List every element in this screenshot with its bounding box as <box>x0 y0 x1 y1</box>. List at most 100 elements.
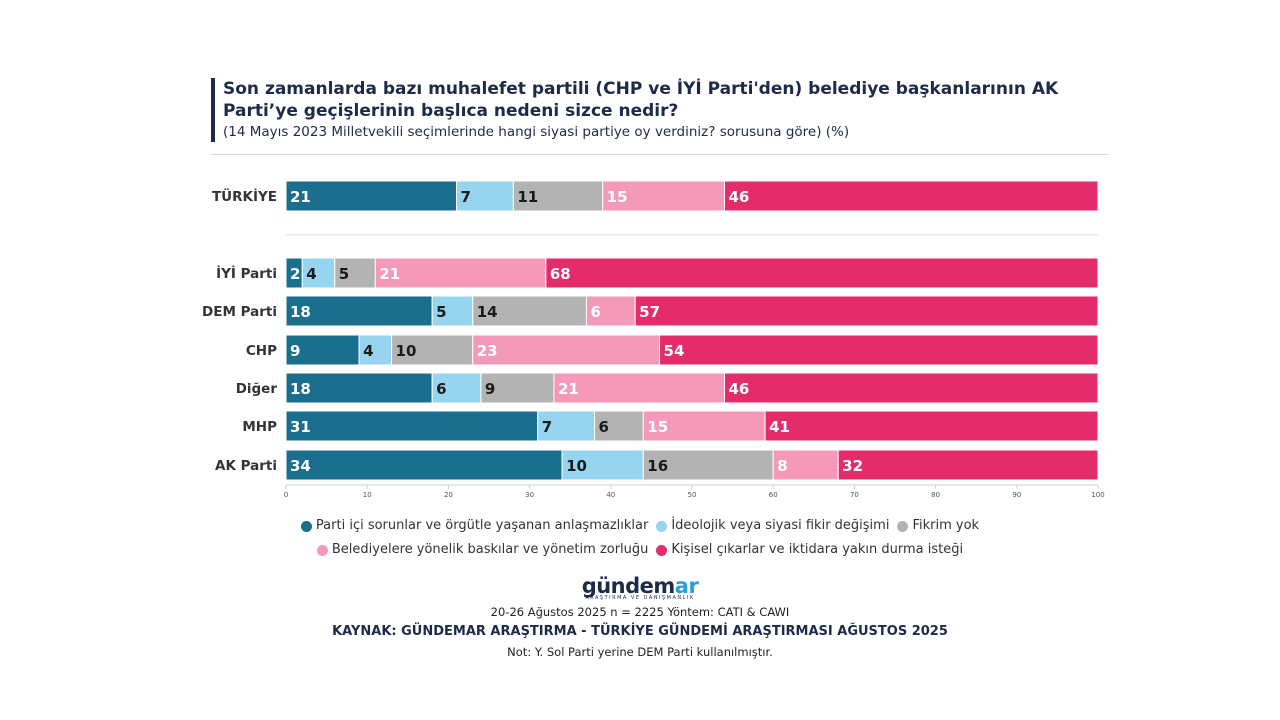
legend-swatch <box>897 520 909 532</box>
bar-segment <box>594 410 644 442</box>
data-label: 21 <box>558 380 579 398</box>
category-label: DEM Parti <box>202 304 277 320</box>
data-label: 15 <box>647 418 668 436</box>
data-label: 4 <box>306 265 316 283</box>
category-label: MHP <box>242 419 277 435</box>
data-label: 10 <box>566 457 587 475</box>
data-label: 57 <box>639 303 660 321</box>
data-label: 5 <box>436 303 446 321</box>
data-label: 9 <box>485 380 495 398</box>
legend-label: Kişisel çıkarlar ve iktidara yakın durma… <box>671 542 964 557</box>
chart-subtitle: (14 Mayıs 2023 Milletvekili seçimlerinde… <box>223 124 850 140</box>
bar-segment <box>358 334 393 366</box>
bar-segment <box>602 180 725 212</box>
bar-segment <box>431 295 474 327</box>
data-label: 41 <box>769 418 790 436</box>
legend-item: Belediyelere yönelik baskılar ve yönetim… <box>316 538 648 562</box>
data-label: 9 <box>290 342 300 360</box>
data-label: 21 <box>290 188 311 206</box>
bar-segment <box>301 257 336 289</box>
legend-item: İdeolojik veya siyasi fikir değişimi <box>656 514 889 538</box>
data-label: 31 <box>290 418 311 436</box>
data-label: 7 <box>461 188 471 206</box>
chart-title: Son zamanlarda bazı muhalefet partili (C… <box>223 79 1059 121</box>
bar-segment <box>285 372 433 404</box>
bar-segment <box>374 257 547 289</box>
x-tick-label: 30 <box>525 491 534 499</box>
bar-segment <box>285 410 539 442</box>
legend-item: Fikrim yok <box>897 514 979 538</box>
bar-segment <box>472 295 587 327</box>
bar-segment <box>642 449 774 481</box>
bar-segment <box>764 410 1099 442</box>
data-label: 32 <box>842 457 863 475</box>
data-label: 18 <box>290 380 311 398</box>
data-label: 8 <box>777 457 787 475</box>
data-label: 6 <box>590 303 600 321</box>
x-tick-label: 100 <box>1091 491 1104 499</box>
category-label: İYİ Parti <box>216 265 277 282</box>
data-label: 16 <box>647 457 668 475</box>
bar-segment <box>553 372 725 404</box>
logo-accent-text: ar <box>674 574 699 598</box>
legend-item: Parti içi sorunlar ve örgütle yaşanan an… <box>300 514 649 538</box>
bar-segment <box>285 180 458 212</box>
survey-meta: 20-26 Ağustos 2025 n = 2225 Yöntem: CATI… <box>490 605 790 619</box>
gundemar-logo: gündemar ARAŞTIRMA VE DANIŞMANLIK <box>0 574 1280 601</box>
legend-swatch <box>300 520 312 532</box>
legend-row: Belediyelere yönelik baskılar ve yönetim… <box>0 538 1280 562</box>
data-label: 46 <box>728 380 749 398</box>
x-tick-label: 60 <box>769 491 778 499</box>
bar-segment <box>837 449 1099 481</box>
category-label: TÜRKİYE <box>212 187 277 205</box>
x-tick-label: 40 <box>606 491 615 499</box>
legend-label: Fikrim yok <box>912 518 980 533</box>
data-label: 6 <box>436 380 446 398</box>
data-label: 2 <box>290 265 300 283</box>
bar-segment <box>723 372 1099 404</box>
data-label: 14 <box>477 303 498 321</box>
data-label: 46 <box>728 188 749 206</box>
data-label: 68 <box>550 265 571 283</box>
bar-segment <box>391 334 474 366</box>
bar-segment <box>545 257 1099 289</box>
x-tick-label: 0 <box>284 491 288 499</box>
legend-label: İdeolojik veya siyasi fikir değişimi <box>671 518 890 533</box>
data-label: 4 <box>363 342 373 360</box>
bar-segment <box>642 410 766 442</box>
legend-swatch <box>316 544 328 556</box>
footnote: Not: Y. Sol Parti yerine DEM Parti kulla… <box>507 645 773 659</box>
bar-segment <box>512 180 604 212</box>
bar-segment <box>334 257 376 289</box>
data-label: 23 <box>477 342 498 360</box>
header-divider <box>211 154 1108 155</box>
bar-segment <box>585 295 636 327</box>
data-label: 15 <box>607 188 628 206</box>
category-label: Diğer <box>236 381 278 397</box>
legend-label: Parti içi sorunlar ve örgütle yaşanan an… <box>315 518 649 533</box>
bar-segment <box>537 410 596 442</box>
category-label: AK Parti <box>215 458 277 474</box>
legend-swatch <box>656 520 668 532</box>
logo-tagline: ARAŞTIRMA VE DANIŞMANLIK <box>585 595 695 601</box>
data-label: 5 <box>339 265 349 283</box>
bar-segment <box>472 334 661 366</box>
data-label: 21 <box>379 265 400 283</box>
logo-main-text: gündem <box>581 574 676 598</box>
data-label: 6 <box>599 418 609 436</box>
bar-segment <box>285 449 563 481</box>
x-tick-label: 10 <box>363 491 372 499</box>
chart-legend: Parti içi sorunlar ve örgütle yaşanan an… <box>0 514 1280 562</box>
category-label: CHP <box>246 343 277 359</box>
data-label: 11 <box>517 188 538 206</box>
source-line: KAYNAK: GÜNDEMAR ARAŞTIRMA - TÜRKİYE GÜN… <box>332 624 948 639</box>
legend-item: Kişisel çıkarlar ve iktidara yakın durma… <box>656 538 963 562</box>
bar-segment <box>634 295 1099 327</box>
data-label: 7 <box>542 418 552 436</box>
legend-row: Parti içi sorunlar ve örgütle yaşanan an… <box>0 514 1280 538</box>
x-tick-label: 50 <box>688 491 697 499</box>
data-label: 18 <box>290 303 311 321</box>
legend-swatch <box>656 544 668 556</box>
x-tick-label: 90 <box>1012 491 1021 499</box>
